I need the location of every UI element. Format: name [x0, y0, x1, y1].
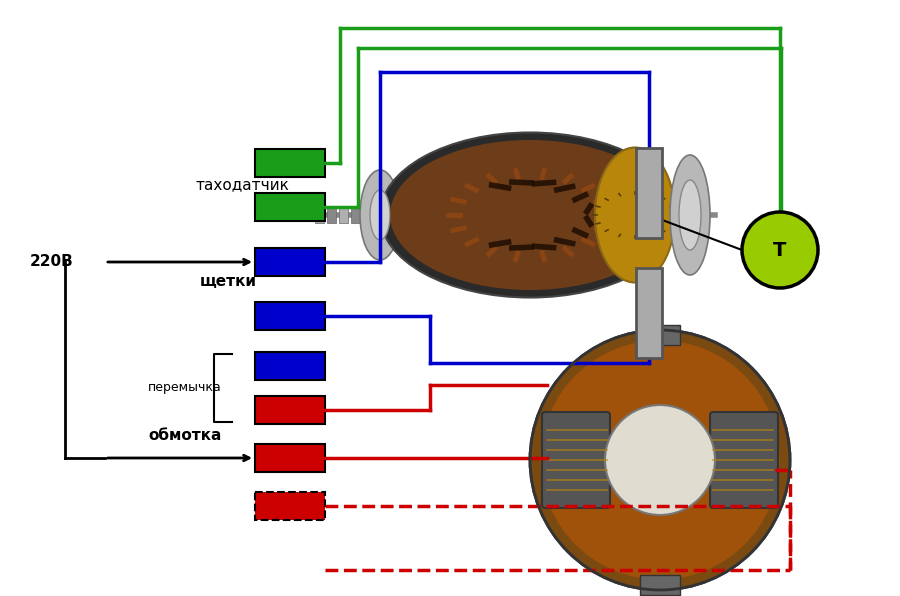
Circle shape [540, 340, 779, 579]
Bar [255, 492, 325, 520]
Bar [363, 207, 372, 223]
Bar [375, 207, 384, 223]
Text: 220В: 220В [30, 254, 74, 269]
Text: щетки: щетки [200, 275, 257, 290]
Bar [339, 207, 348, 223]
Bar [255, 302, 325, 330]
Circle shape [605, 405, 715, 515]
Circle shape [742, 212, 818, 288]
Bar [640, 325, 680, 345]
Bar [636, 148, 662, 238]
FancyBboxPatch shape [542, 412, 610, 508]
Text: таходатчик: таходатчик [195, 178, 289, 193]
Bar [255, 193, 325, 221]
Text: перемычка: перемычка [148, 381, 221, 395]
Bar [351, 207, 360, 223]
Bar [315, 118, 715, 313]
Ellipse shape [370, 190, 390, 240]
Bar [255, 444, 325, 472]
Bar [640, 575, 680, 595]
Ellipse shape [679, 180, 701, 250]
Ellipse shape [360, 170, 400, 260]
Text: T: T [773, 241, 787, 259]
Bar [255, 352, 325, 380]
Bar [315, 207, 324, 223]
Text: обмотка: обмотка [148, 427, 221, 442]
FancyBboxPatch shape [710, 412, 778, 508]
Ellipse shape [380, 132, 680, 297]
Bar [327, 207, 336, 223]
Bar [255, 396, 325, 424]
Ellipse shape [670, 155, 710, 275]
Bar [255, 149, 325, 177]
Bar [255, 248, 325, 276]
Bar [387, 207, 396, 223]
Bar [636, 268, 662, 358]
Ellipse shape [595, 147, 675, 283]
Bar [399, 207, 408, 223]
Ellipse shape [390, 140, 670, 290]
Circle shape [530, 330, 790, 590]
